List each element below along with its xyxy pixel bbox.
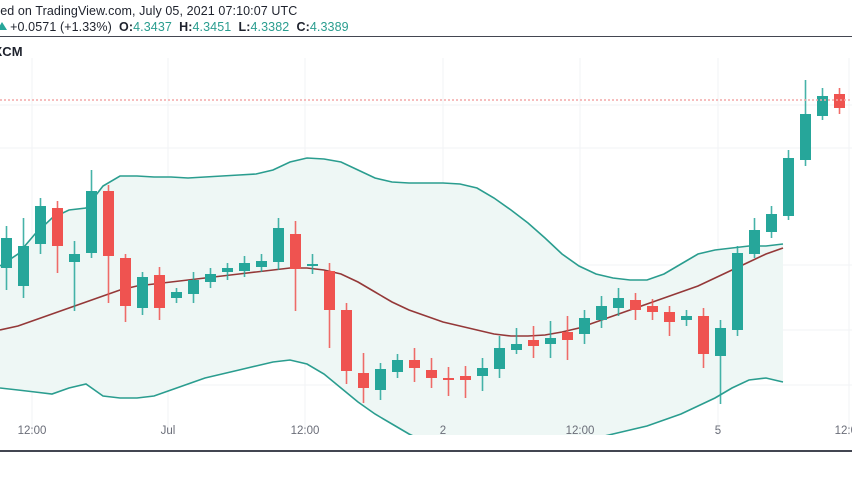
close-value: 4.3389 xyxy=(309,20,349,34)
candle-body[interactable] xyxy=(749,230,760,254)
candle-body[interactable] xyxy=(613,298,624,308)
candle-body[interactable] xyxy=(341,310,352,371)
candle-body[interactable] xyxy=(579,318,590,334)
candle-body[interactable] xyxy=(137,277,148,308)
candle-body[interactable] xyxy=(409,360,420,368)
candle-body[interactable] xyxy=(647,306,658,312)
open-label: O: xyxy=(119,20,134,34)
triangle-up-icon xyxy=(0,22,8,30)
candle-body[interactable] xyxy=(630,300,641,310)
high-value: 4.3451 xyxy=(192,20,232,34)
candlestick-plot[interactable] xyxy=(0,58,852,435)
candle-body[interactable] xyxy=(375,369,386,390)
publish-credit-label: blished on TradingView.com, July 05, 202… xyxy=(0,4,298,18)
candle-body[interactable] xyxy=(52,208,63,246)
bollinger-lower-band xyxy=(0,359,784,435)
candle-body[interactable] xyxy=(783,158,794,216)
bollinger-upper-band xyxy=(0,157,784,281)
quote-stats-row: 389+0.0571 (+1.33%) O:4.3437 H:4.3451 L:… xyxy=(0,20,349,34)
candle-body[interactable] xyxy=(239,263,250,271)
candle-body[interactable] xyxy=(18,246,29,286)
candle-body[interactable] xyxy=(443,378,454,380)
candle-body[interactable] xyxy=(477,368,488,376)
x-axis-tick-label: 2 xyxy=(439,425,447,437)
header-separator xyxy=(0,36,852,37)
candle-body[interactable] xyxy=(460,376,471,380)
candle-body[interactable] xyxy=(698,316,709,354)
candle-body[interactable] xyxy=(545,338,556,344)
bollinger-band-fill xyxy=(0,158,783,435)
candle-body[interactable] xyxy=(392,360,403,372)
candle-body[interactable] xyxy=(171,292,182,298)
candle-body[interactable] xyxy=(120,258,131,306)
candle-body[interactable] xyxy=(426,370,437,378)
candle-body[interactable] xyxy=(1,238,12,268)
candle-body[interactable] xyxy=(273,228,284,262)
candle-body[interactable] xyxy=(664,312,675,322)
candle-body[interactable] xyxy=(817,96,828,116)
open-value: 4.3437 xyxy=(133,20,172,34)
symbol-title: h, FXCM xyxy=(0,44,23,59)
candle-body[interactable] xyxy=(188,280,199,294)
x-axis-tick-label: 12:00 xyxy=(290,425,320,437)
low-label: L: xyxy=(238,20,251,34)
candle-body[interactable] xyxy=(511,344,522,350)
candle-body[interactable] xyxy=(596,306,607,320)
x-axis-tick-label: 12:00 xyxy=(834,425,852,437)
publish-credit-text: blished on TradingView.com, July 05, 202… xyxy=(0,4,297,18)
candle-body[interactable] xyxy=(69,254,80,262)
close-label: C: xyxy=(296,20,310,34)
candle-body[interactable] xyxy=(35,206,46,244)
chart-header: blished on TradingView.com, July 05, 202… xyxy=(0,0,852,37)
candle-body[interactable] xyxy=(732,253,743,330)
x-axis-tick-label: Jul xyxy=(160,425,176,437)
candle-body[interactable] xyxy=(494,348,505,369)
candle-body[interactable] xyxy=(562,332,573,340)
candle-body[interactable] xyxy=(222,268,233,272)
candle-body[interactable] xyxy=(681,316,692,320)
x-axis-rule xyxy=(0,450,852,452)
candle-body[interactable] xyxy=(766,214,777,232)
x-axis-ticks: 12:00 Jul 12:00 2 12:00 5 12:00 xyxy=(0,425,852,451)
candle-body[interactable] xyxy=(256,261,267,267)
x-axis-tick-label: 12:00 xyxy=(565,425,595,437)
candle-body[interactable] xyxy=(715,328,726,356)
candle-body[interactable] xyxy=(86,191,97,253)
candle-body[interactable] xyxy=(528,340,539,346)
price-chart[interactable] xyxy=(0,58,852,435)
candle-body[interactable] xyxy=(154,275,165,308)
x-axis-tick-label: 12:00 xyxy=(17,425,47,437)
change-percent: (+1.33%) xyxy=(59,20,112,34)
candle-body[interactable] xyxy=(307,264,318,266)
candle-body[interactable] xyxy=(103,191,114,256)
candle-body[interactable] xyxy=(205,274,216,282)
candle-body[interactable] xyxy=(358,373,369,388)
candle-body[interactable] xyxy=(834,94,845,108)
high-label: H: xyxy=(179,20,193,34)
low-value: 4.3382 xyxy=(250,20,290,34)
x-axis-tick-label: 5 xyxy=(714,425,722,437)
change-absolute: +0.0571 xyxy=(10,20,57,34)
candle-body[interactable] xyxy=(324,271,335,310)
candle-body[interactable] xyxy=(290,234,301,269)
candle-body[interactable] xyxy=(800,114,811,160)
